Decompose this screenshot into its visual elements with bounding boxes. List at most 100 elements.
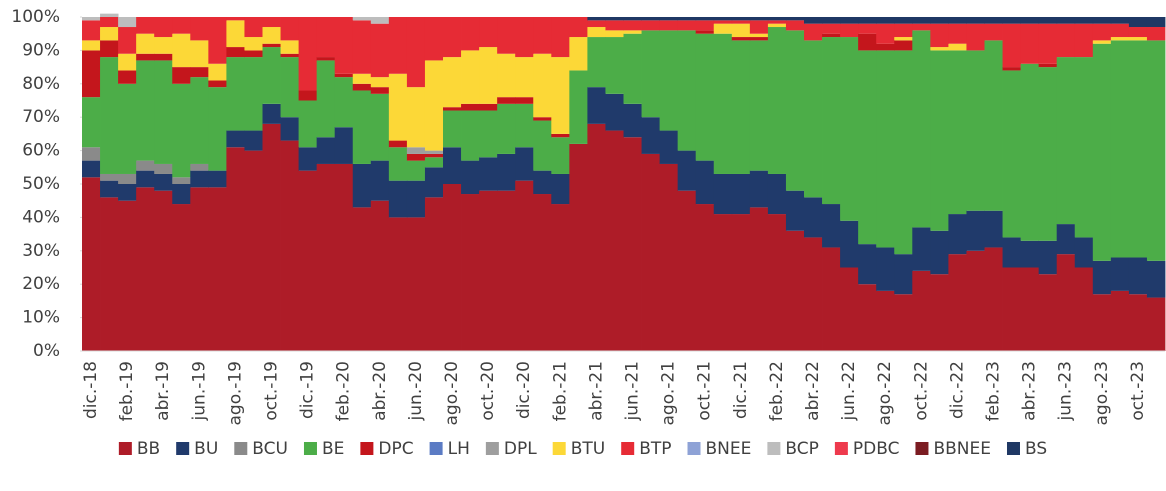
bar-segment: [406, 153, 426, 161]
bar-segment: [1146, 17, 1166, 28]
bar-segment: [1128, 27, 1148, 38]
bar-segment: [370, 200, 390, 351]
bar-segment: [172, 204, 191, 351]
bar-segment: [858, 33, 877, 51]
bar-segment: [1092, 260, 1112, 295]
bar-segment: [1110, 257, 1130, 291]
bar-segment: [118, 17, 137, 28]
bar-segment: [713, 23, 733, 34]
bar-segment: [785, 20, 805, 31]
bar-segment: [443, 110, 462, 148]
bar-segment: [82, 177, 101, 351]
bar-segment: [840, 37, 859, 221]
bar-segment: [479, 103, 498, 111]
bar-segment: [262, 47, 281, 104]
bar-segment: [461, 50, 480, 104]
bar-segment: [118, 70, 137, 84]
bar-segment: [172, 177, 191, 184]
bar-segment: [497, 190, 516, 351]
bar-segment: [370, 23, 390, 78]
bar-segment: [966, 23, 985, 51]
bar-segment: [804, 197, 823, 238]
bar-segment: [858, 50, 877, 245]
bar-segment: [226, 20, 245, 48]
bar-segment: [587, 37, 606, 88]
bar-segment: [136, 53, 155, 61]
bar-segment: [822, 33, 841, 38]
bar-segment: [587, 123, 606, 351]
bar-segment: [912, 270, 931, 351]
bar-segment: [533, 17, 552, 54]
bar-segment: [136, 17, 155, 34]
bar-segment: [82, 40, 101, 51]
bar-segment: [244, 17, 263, 38]
bar-segment: [82, 20, 101, 41]
bar-segment: [262, 27, 281, 44]
bar-segment: [623, 30, 642, 34]
bar-segment: [767, 27, 787, 174]
bar-segment: [479, 47, 498, 104]
bar-segment: [912, 227, 931, 271]
y-tick-label: 40%: [22, 207, 60, 227]
bar-segment: [677, 20, 697, 31]
bar-segment: [1002, 267, 1021, 351]
bar-segment: [424, 197, 444, 351]
legend-swatch: [834, 442, 848, 455]
bar-segment: [551, 173, 570, 205]
bar-segment: [713, 173, 733, 215]
bar-segment: [695, 33, 715, 161]
bar-segment: [930, 230, 949, 275]
bar-segment: [1092, 17, 1112, 24]
y-tick-label: 30%: [22, 241, 60, 261]
bar-segment: [515, 17, 534, 58]
bar-segment: [1128, 40, 1148, 258]
bar-segment: [226, 147, 245, 351]
x-tick-label: dic.-19: [298, 361, 318, 419]
bar-segment: [876, 23, 895, 44]
bar-segment: [136, 160, 155, 171]
bar-segment: [695, 30, 715, 34]
legend-swatch: [234, 442, 248, 455]
bar-segment: [443, 107, 462, 111]
y-tick-label: 70%: [22, 107, 60, 127]
bar-segment: [190, 77, 209, 164]
x-tick-label: feb.-23: [984, 361, 1004, 421]
bar-segment: [966, 17, 985, 24]
bar-segment: [984, 247, 1003, 351]
bar-segment: [370, 87, 390, 94]
bar-segment: [100, 173, 119, 181]
bar-segment: [443, 147, 462, 184]
bar-segment: [822, 247, 841, 351]
bar-segment: [190, 187, 209, 351]
legend-label: DPL: [504, 439, 537, 459]
bar-segment: [533, 53, 552, 118]
bar-segment: [424, 167, 444, 198]
y-tick-label: 20%: [22, 274, 60, 294]
bar-segment: [948, 23, 967, 44]
x-tick-label: oct.-23: [1128, 361, 1148, 421]
bar-segment: [1056, 224, 1076, 255]
bar-segment: [605, 37, 624, 94]
bar-segment: [1002, 70, 1021, 238]
bar-segment: [406, 87, 426, 148]
bar-segment: [984, 23, 1003, 41]
bar-segment: [1074, 17, 1094, 24]
y-tick-label: 0%: [33, 341, 60, 361]
bar-segment: [172, 83, 191, 178]
bar-segment: [659, 163, 679, 351]
bar-segment: [334, 127, 354, 164]
bar-segment: [118, 173, 137, 184]
bar-segment: [894, 37, 913, 41]
bar-segment: [406, 217, 426, 351]
bar-segment: [226, 130, 245, 148]
bar-segment: [424, 150, 444, 154]
x-tick-label: feb.-22: [767, 361, 787, 421]
bar-segment: [840, 17, 859, 24]
bar-segment: [948, 254, 967, 351]
bar-segment: [876, 290, 895, 351]
bar-segment: [1110, 290, 1130, 351]
bar-segment: [1020, 63, 1040, 241]
bar-segment: [930, 50, 949, 231]
legend-swatch: [303, 442, 317, 455]
